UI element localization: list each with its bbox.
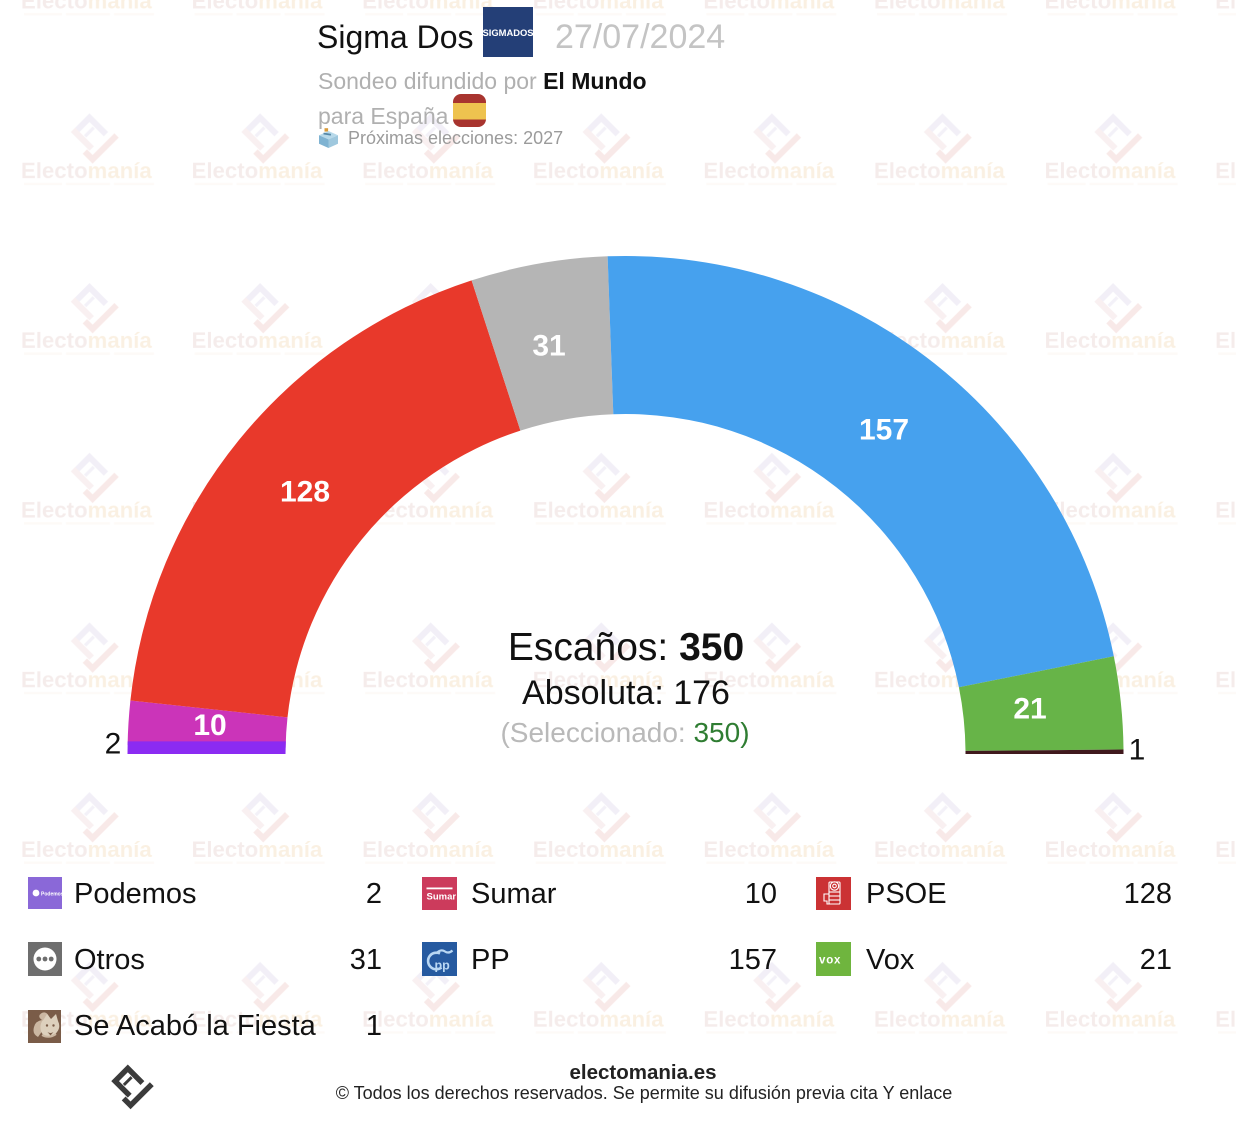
svg-text:31: 31 — [532, 330, 565, 363]
svg-text:Sumar: Sumar — [427, 892, 457, 903]
svg-text:10: 10 — [193, 709, 226, 742]
svg-text:Podemos: Podemos — [41, 891, 62, 897]
svg-text:1: 1 — [1129, 734, 1146, 767]
svg-text:128: 128 — [280, 476, 330, 509]
svg-text:157: 157 — [859, 414, 909, 447]
svg-text:vox: vox — [819, 955, 841, 967]
svg-text:pp: pp — [435, 959, 451, 973]
svg-text:2: 2 — [105, 728, 122, 761]
svg-text:21: 21 — [1013, 693, 1046, 726]
